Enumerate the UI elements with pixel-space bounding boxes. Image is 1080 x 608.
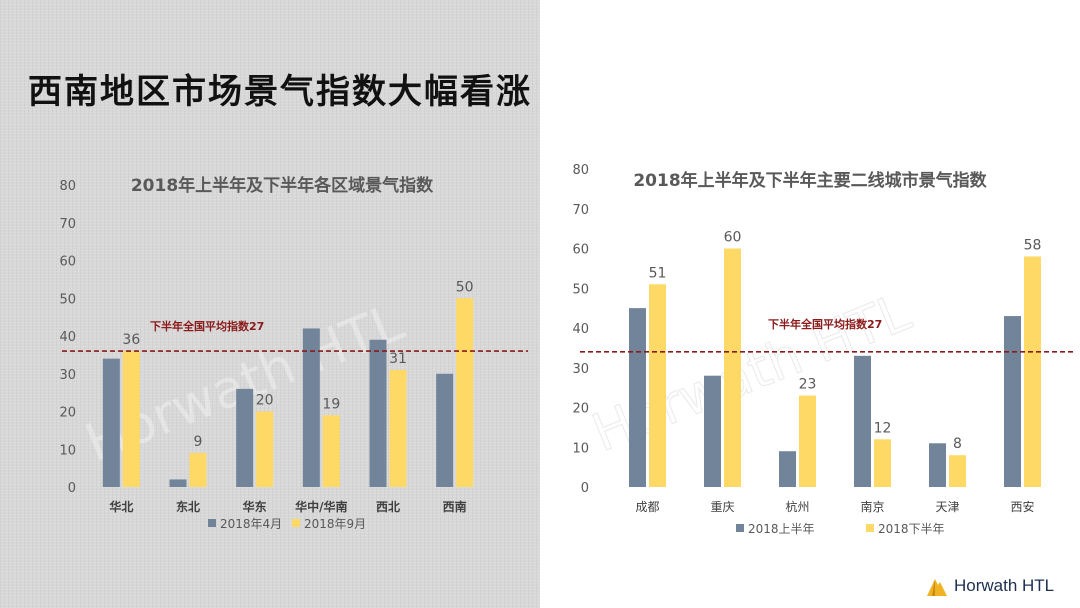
page-title: 西南地区市场景气指数大幅看涨 xyxy=(28,72,532,112)
category-label: 成都 xyxy=(635,500,659,514)
left-panel-background xyxy=(0,0,540,608)
bar-series-b xyxy=(724,248,741,487)
category-label: 南京 xyxy=(860,499,884,514)
data-label: 50 xyxy=(456,279,474,295)
category-label: 杭州 xyxy=(785,499,809,514)
legend-swatch xyxy=(208,519,216,527)
chart-title: 2018年上半年及下半年主要二线城市景气指数 xyxy=(633,170,987,191)
y-tick-label: 50 xyxy=(572,282,589,297)
data-label: 36 xyxy=(122,332,140,348)
data-label: 8 xyxy=(953,436,962,452)
city-index-chart: Horwath HTL2018年上半年及下半年主要二线城市景气指数0102030… xyxy=(572,163,1074,536)
data-label: 31 xyxy=(389,351,407,367)
legend-swatch xyxy=(866,524,874,532)
y-tick-label: 40 xyxy=(572,322,589,337)
y-tick-label: 40 xyxy=(59,330,76,345)
y-tick-label: 80 xyxy=(59,179,76,194)
y-tick-label: 30 xyxy=(59,368,76,383)
category-label: 华东 xyxy=(243,499,267,514)
bar-series-b xyxy=(649,284,666,487)
y-tick-label: 50 xyxy=(59,292,76,307)
y-tick-label: 70 xyxy=(572,203,589,218)
data-label: 12 xyxy=(874,420,892,436)
bar-series-a xyxy=(236,388,254,487)
bar-series-b xyxy=(322,415,340,487)
bar-series-b xyxy=(189,453,207,487)
y-tick-label: 20 xyxy=(572,402,589,417)
bar-series-a xyxy=(629,308,646,487)
bar-series-a xyxy=(369,339,387,487)
y-tick-label: 20 xyxy=(59,406,76,421)
bar-series-a xyxy=(169,479,187,487)
y-tick-label: 70 xyxy=(59,217,76,232)
bar-series-b xyxy=(456,298,474,487)
reference-label: 下半年全国平均指数27 xyxy=(768,317,882,331)
legend-swatch xyxy=(292,519,300,527)
category-label: 华中/华南 xyxy=(295,499,347,514)
category-label: 华北 xyxy=(109,499,133,514)
legend-label: 2018上半年 xyxy=(748,522,815,536)
y-tick-label: 80 xyxy=(572,163,589,178)
legend-label: 2018年9月 xyxy=(304,517,366,531)
y-tick-label: 60 xyxy=(572,243,589,258)
category-label: 重庆 xyxy=(710,500,734,514)
bar-series-a xyxy=(1004,316,1021,487)
legend-label: 2018下半年 xyxy=(878,522,945,536)
category-label: 西北 xyxy=(376,499,400,514)
bar-series-a xyxy=(704,375,721,487)
bar-series-b xyxy=(256,411,274,487)
bar-series-a xyxy=(436,373,454,487)
data-label: 23 xyxy=(799,377,817,393)
legend-swatch xyxy=(736,524,744,532)
category-label: 西南 xyxy=(443,499,467,514)
bar-series-a xyxy=(302,328,320,487)
bar-series-b xyxy=(1024,256,1041,487)
legend-label: 2018年4月 xyxy=(220,517,282,531)
bar-series-a xyxy=(102,358,120,487)
bar-series-b xyxy=(874,439,891,487)
chart-title: 2018年上半年及下半年各区域景气指数 xyxy=(131,175,434,196)
brand-name: Horwath HTL xyxy=(954,576,1055,595)
y-tick-label: 30 xyxy=(572,362,589,377)
data-label: 60 xyxy=(724,230,742,246)
y-tick-label: 60 xyxy=(59,255,76,270)
y-tick-label: 10 xyxy=(59,443,76,458)
category-label: 东北 xyxy=(176,499,200,514)
bar-series-b xyxy=(949,455,966,487)
bar-series-b xyxy=(389,369,407,487)
category-label: 天津 xyxy=(935,500,959,514)
y-tick-label: 0 xyxy=(581,481,589,496)
regional-index-chart: Horwath HTL2018年上半年及下半年各区域景气指数0102030405… xyxy=(59,175,528,531)
brand-mountain-icon xyxy=(927,579,947,596)
data-label: 58 xyxy=(1024,237,1042,253)
right-panel-background xyxy=(540,0,1080,608)
y-tick-label: 0 xyxy=(68,481,76,496)
brand-logo: Horwath HTL xyxy=(926,574,1054,598)
data-label: 9 xyxy=(194,434,203,450)
reference-label: 下半年全国平均指数27 xyxy=(150,319,264,333)
data-label: 51 xyxy=(649,265,667,281)
bar-series-a xyxy=(854,355,871,487)
data-label: 19 xyxy=(322,396,340,412)
bar-series-a xyxy=(929,443,946,487)
bar-series-b xyxy=(122,351,140,487)
bar-series-b xyxy=(799,395,816,487)
y-tick-label: 10 xyxy=(572,441,589,456)
category-label: 西安 xyxy=(1010,499,1034,514)
bar-series-a xyxy=(779,451,796,487)
data-label: 20 xyxy=(256,393,274,409)
